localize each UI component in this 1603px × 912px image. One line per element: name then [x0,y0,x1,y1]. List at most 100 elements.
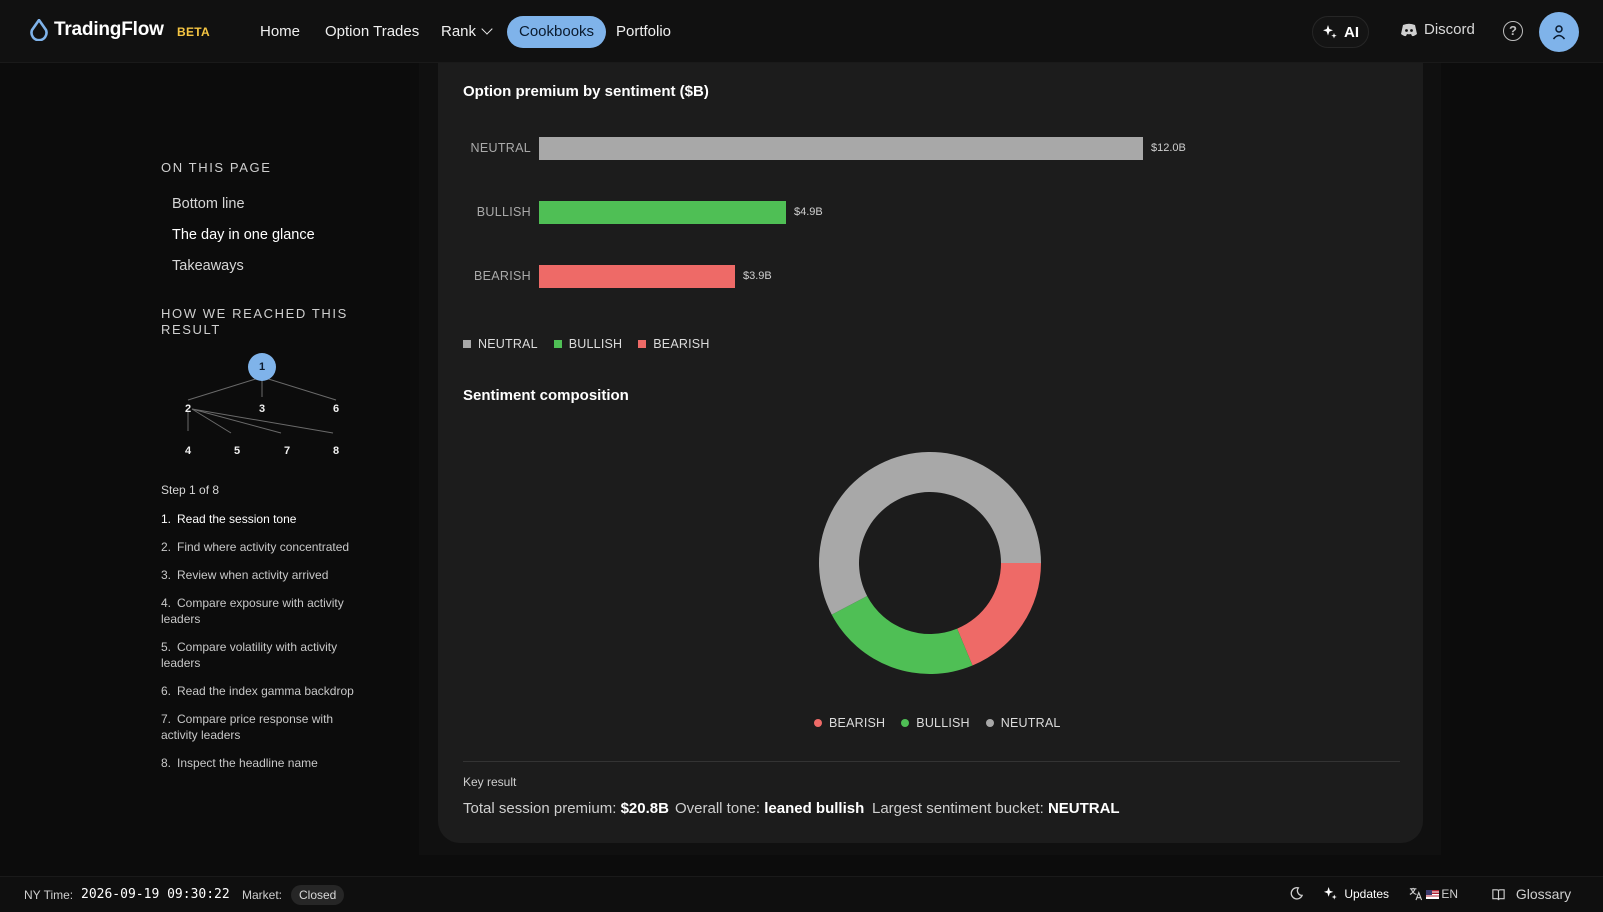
updates-button[interactable]: Updates [1323,886,1389,901]
overall-tone-label: Overall tone: [675,800,761,817]
step-item[interactable]: 8. Inspect the headline name [161,755,361,771]
bar-category-label: NEUTRAL [470,141,531,155]
chevron-down-icon [481,23,493,35]
language-selector[interactable]: EN [1408,886,1458,901]
legend-item[interactable]: BEARISH [638,337,709,351]
graph-node-7[interactable]: 7 [283,445,291,457]
updates-label: Updates [1344,887,1390,901]
bar-value-label: $12.0B [1151,142,1186,154]
step-item[interactable]: 6. Read the index gamma backdrop [161,683,361,699]
app-name: TradingFlow [54,19,164,40]
step-text: Compare price response with activity lea… [161,712,334,742]
legend-swatch [553,340,562,348]
bar-bullish[interactable] [539,201,786,224]
graph-node-3[interactable]: 3 [258,403,266,415]
graph-node-1[interactable]: 1 [248,353,276,381]
help-icon[interactable]: ? [1503,21,1523,41]
sparkle-icon [1323,886,1337,900]
legend-label: BULLISH [916,716,970,730]
discord-link[interactable]: Discord [1400,21,1475,38]
nav-cookbooks[interactable]: Cookbooks [507,16,607,48]
bar-bearish[interactable] [539,265,735,288]
step-number: 7. [161,712,172,726]
graph-node-4[interactable]: 4 [184,445,192,457]
language-label: EN [1441,887,1459,901]
glossary-label: Glossary [1515,886,1572,902]
legend-item[interactable]: NEUTRAL [985,716,1061,730]
legend-label: BEARISH [653,337,710,351]
overall-tone-result: Overall tone: leaned bullish [675,800,864,817]
step-text: Inspect the headline name [177,756,318,770]
glossary-button[interactable]: Glossary [1491,886,1571,902]
composition-donut-chart [819,452,1041,674]
ai-button[interactable]: AI [1312,16,1369,48]
market-status-badge: Closed [291,885,345,905]
drop-logo-icon [30,19,48,41]
status-bar: NY Time: 2026-09-19 09:30:22 Market: Clo… [0,876,1603,912]
legend-swatch [814,719,822,727]
step-item[interactable]: 7. Compare price response with activity l… [161,711,361,743]
step-item[interactable]: 5. Compare volatility with activity leade… [161,639,361,671]
market-label: Market: [242,888,283,902]
premium-chart-title: Option premium by sentiment ($B) [463,83,709,100]
total-premium-value: $20.8B [620,800,669,817]
moon-icon[interactable] [1289,886,1304,901]
legend-swatch [985,719,994,727]
app-logo[interactable]: TradingFlow BETA [29,19,210,41]
nav-rank[interactable]: Rank [429,16,503,48]
bar-value-label: $3.9B [743,270,772,282]
ny-time-label: NY Time: [24,888,74,902]
overall-tone-value: leaned bullish [764,800,865,817]
legend-item[interactable]: BULLISH [553,337,623,351]
step-item[interactable]: 1. Read the session tone [161,511,361,527]
nav-portfolio[interactable]: Portfolio [616,23,672,40]
donut-slice-bullish[interactable] [831,595,973,674]
bar-neutral[interactable] [539,137,1143,160]
top-nav-bar: TradingFlow BETA Home Option Trades Rank… [0,0,1603,63]
step-text: Find where activity concentrated [177,540,350,554]
legend-item[interactable]: NEUTRAL [463,337,538,351]
legend-label: BEARISH [829,716,886,730]
step-item[interactable]: 4. Compare exposure with activity leaders [161,595,361,627]
toc-item-bottom-line[interactable]: Bottom line [172,196,245,212]
section-divider [463,761,1400,762]
translate-icon [1409,887,1423,901]
step-number: 4. [161,596,172,610]
graph-node-8[interactable]: 8 [332,445,340,457]
donut-slice-bearish[interactable] [957,563,1041,666]
step-graph: 1 2 3 6 4 5 7 8 [161,353,361,473]
toc-item-takeaways[interactable]: Takeaways [172,258,244,274]
book-icon [1492,889,1505,901]
bar-category-label: BEARISH [474,269,531,283]
nav-option-trades[interactable]: Option Trades [325,23,420,40]
discord-label: Discord [1424,21,1475,38]
legend-label: BULLISH [568,337,623,351]
step-text: Read the session tone [177,512,297,526]
step-text: Read the index gamma backdrop [177,684,354,698]
user-icon [1552,25,1566,40]
premium-chart-legend: NEUTRAL BULLISH BEARISH [463,337,726,351]
on-this-page-heading: ON THIS PAGE [161,160,272,175]
step-item[interactable]: 2. Find where activity concentrated [161,539,361,555]
graph-node-2[interactable]: 2 [184,403,192,415]
nav-rank-label: Rank [441,23,477,40]
graph-node-5[interactable]: 5 [233,445,241,457]
step-list: 1. Read the session tone 2. Find where act… [161,511,361,783]
legend-item[interactable]: BEARISH [814,716,885,730]
donut-slice-neutral[interactable] [819,452,1041,615]
nav-home[interactable]: Home [260,23,301,40]
user-avatar[interactable] [1539,12,1579,52]
total-premium-result: Total session premium: $20.8B [463,800,669,817]
ny-time-value: 2026-09-19 09:30:22 [81,887,230,902]
toc-item-day-glance[interactable]: The day in one glance [172,227,315,243]
how-we-reached-heading: HOW WE REACHED THIS RESULT [161,306,348,337]
step-item[interactable]: 3. Review when activity arrived [161,567,361,583]
bar-category-label: BULLISH [476,205,531,219]
composition-chart-title: Sentiment composition [463,387,629,404]
largest-bucket-value: NEUTRAL [1047,800,1120,817]
graph-node-6[interactable]: 6 [332,403,340,415]
key-result-label: Key result [463,775,517,789]
legend-item[interactable]: BULLISH [901,716,970,730]
largest-bucket-label: Largest sentiment bucket: [872,800,1044,817]
step-graph-edges [187,376,337,434]
